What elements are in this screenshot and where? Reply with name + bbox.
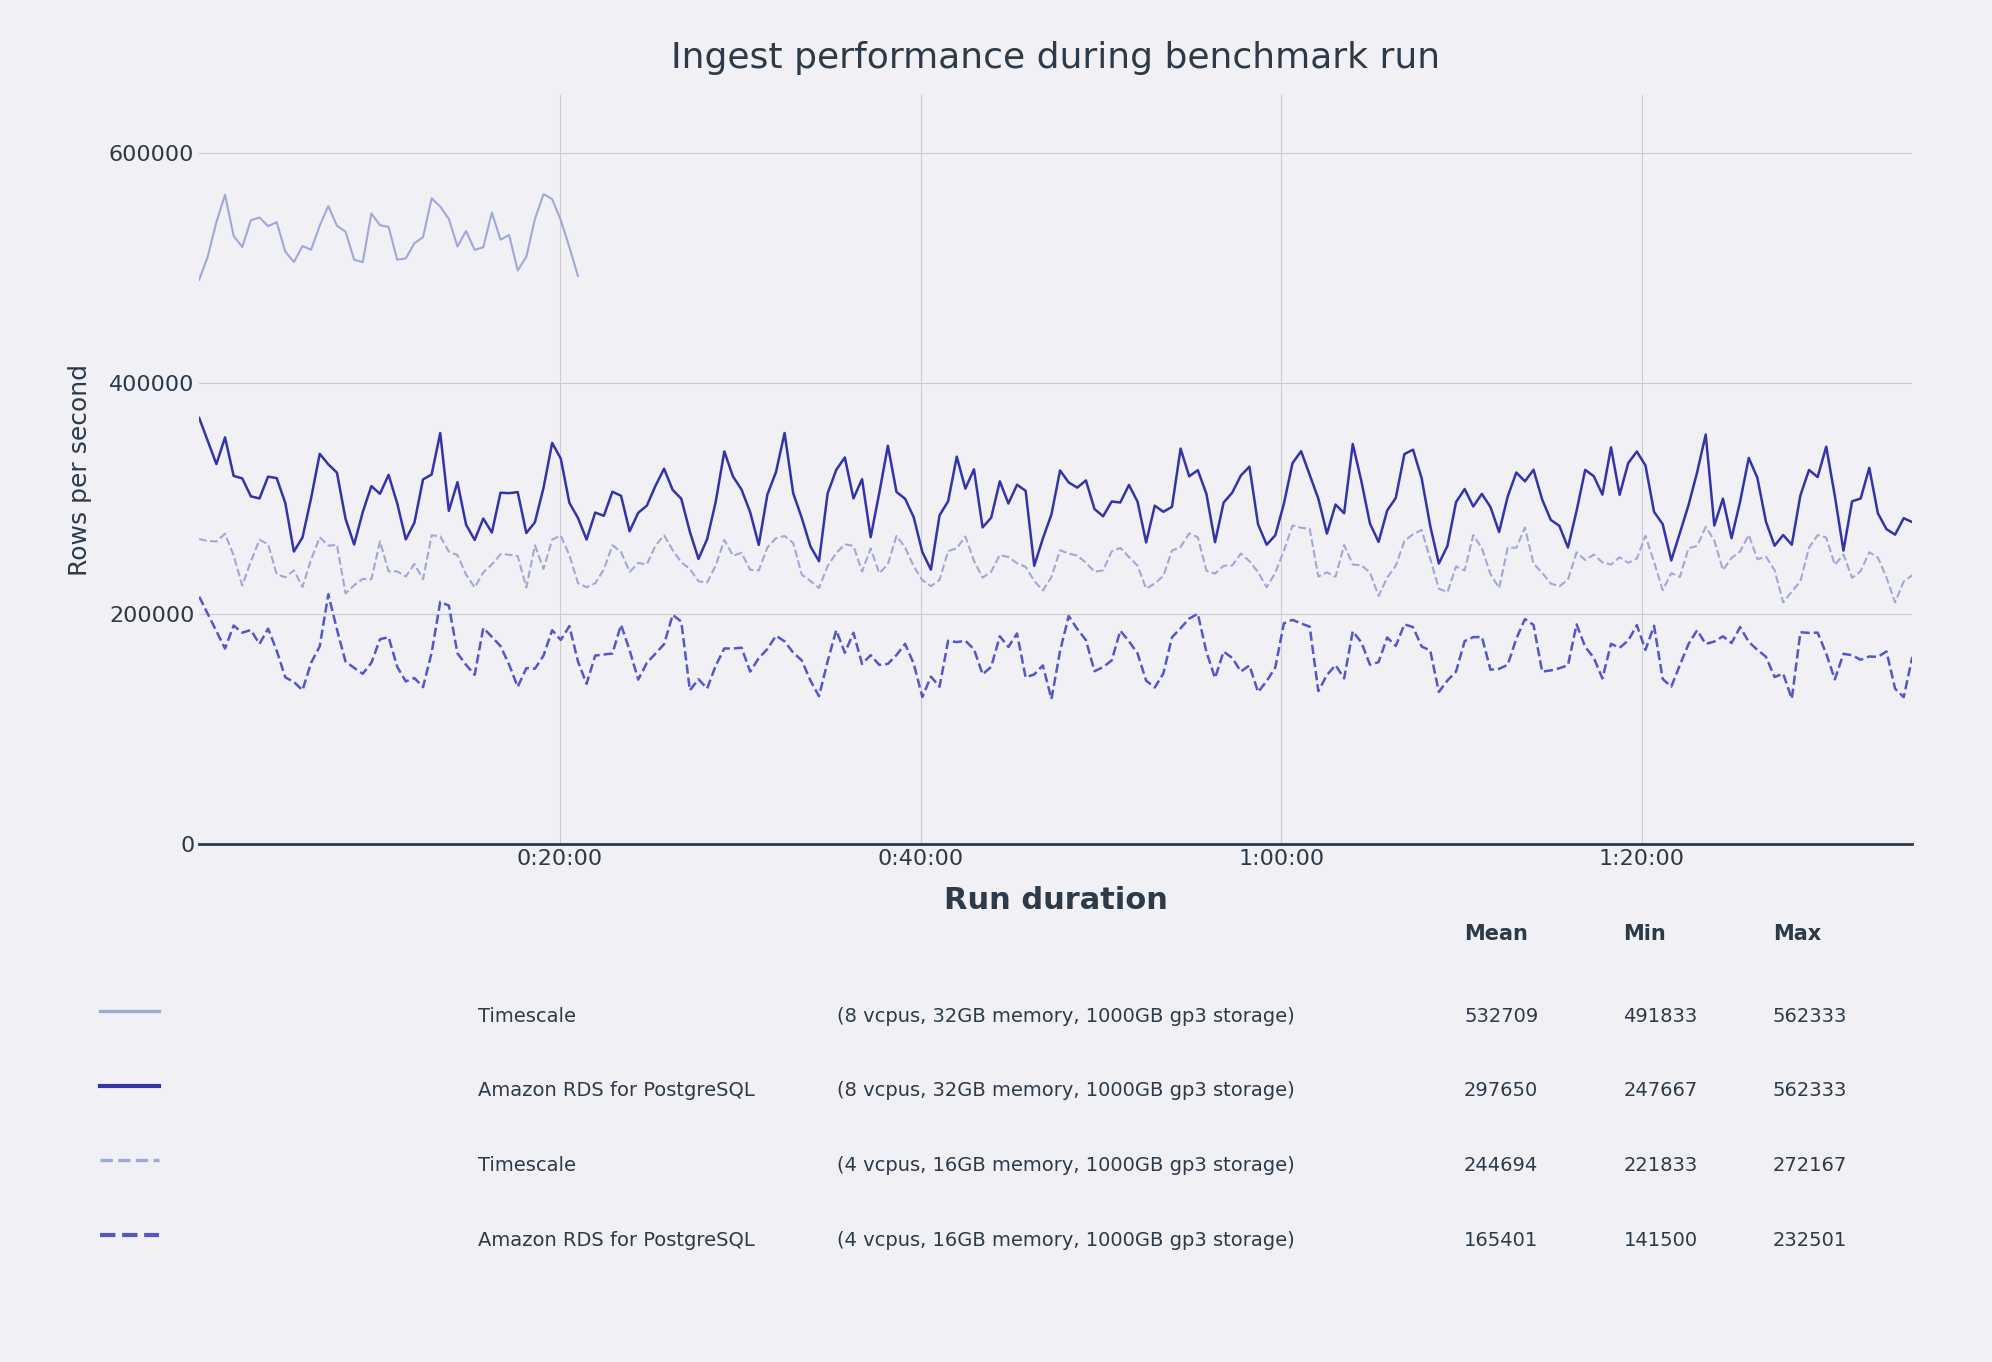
Text: Min: Min	[1623, 923, 1665, 944]
Title: Ingest performance during benchmark run: Ingest performance during benchmark run	[671, 41, 1440, 75]
Text: 532709: 532709	[1464, 1007, 1538, 1026]
Text: 491833: 491833	[1623, 1007, 1697, 1026]
Text: (4 vcpus, 16GB memory, 1000GB gp3 storage): (4 vcpus, 16GB memory, 1000GB gp3 storag…	[837, 1156, 1295, 1175]
Text: Max: Max	[1773, 923, 1821, 944]
Text: Timescale: Timescale	[478, 1007, 576, 1026]
X-axis label: Run duration: Run duration	[944, 885, 1167, 915]
Text: Mean: Mean	[1464, 923, 1528, 944]
Text: 272167: 272167	[1773, 1156, 1847, 1175]
Text: Timescale: Timescale	[478, 1156, 576, 1175]
Y-axis label: Rows per second: Rows per second	[68, 364, 92, 576]
Text: Amazon RDS for PostgreSQL: Amazon RDS for PostgreSQL	[478, 1231, 755, 1250]
Text: 221833: 221833	[1623, 1156, 1697, 1175]
Text: 244694: 244694	[1464, 1156, 1538, 1175]
Text: Amazon RDS for PostgreSQL: Amazon RDS for PostgreSQL	[478, 1081, 755, 1100]
Text: (4 vcpus, 16GB memory, 1000GB gp3 storage): (4 vcpus, 16GB memory, 1000GB gp3 storag…	[837, 1231, 1295, 1250]
Text: 297650: 297650	[1464, 1081, 1538, 1100]
Text: 562333: 562333	[1773, 1007, 1847, 1026]
Text: 232501: 232501	[1773, 1231, 1847, 1250]
Text: 562333: 562333	[1773, 1081, 1847, 1100]
Text: (8 vcpus, 32GB memory, 1000GB gp3 storage): (8 vcpus, 32GB memory, 1000GB gp3 storag…	[837, 1007, 1295, 1026]
Text: 165401: 165401	[1464, 1231, 1538, 1250]
Text: (8 vcpus, 32GB memory, 1000GB gp3 storage): (8 vcpus, 32GB memory, 1000GB gp3 storag…	[837, 1081, 1295, 1100]
Text: 141500: 141500	[1623, 1231, 1697, 1250]
Text: 247667: 247667	[1623, 1081, 1697, 1100]
